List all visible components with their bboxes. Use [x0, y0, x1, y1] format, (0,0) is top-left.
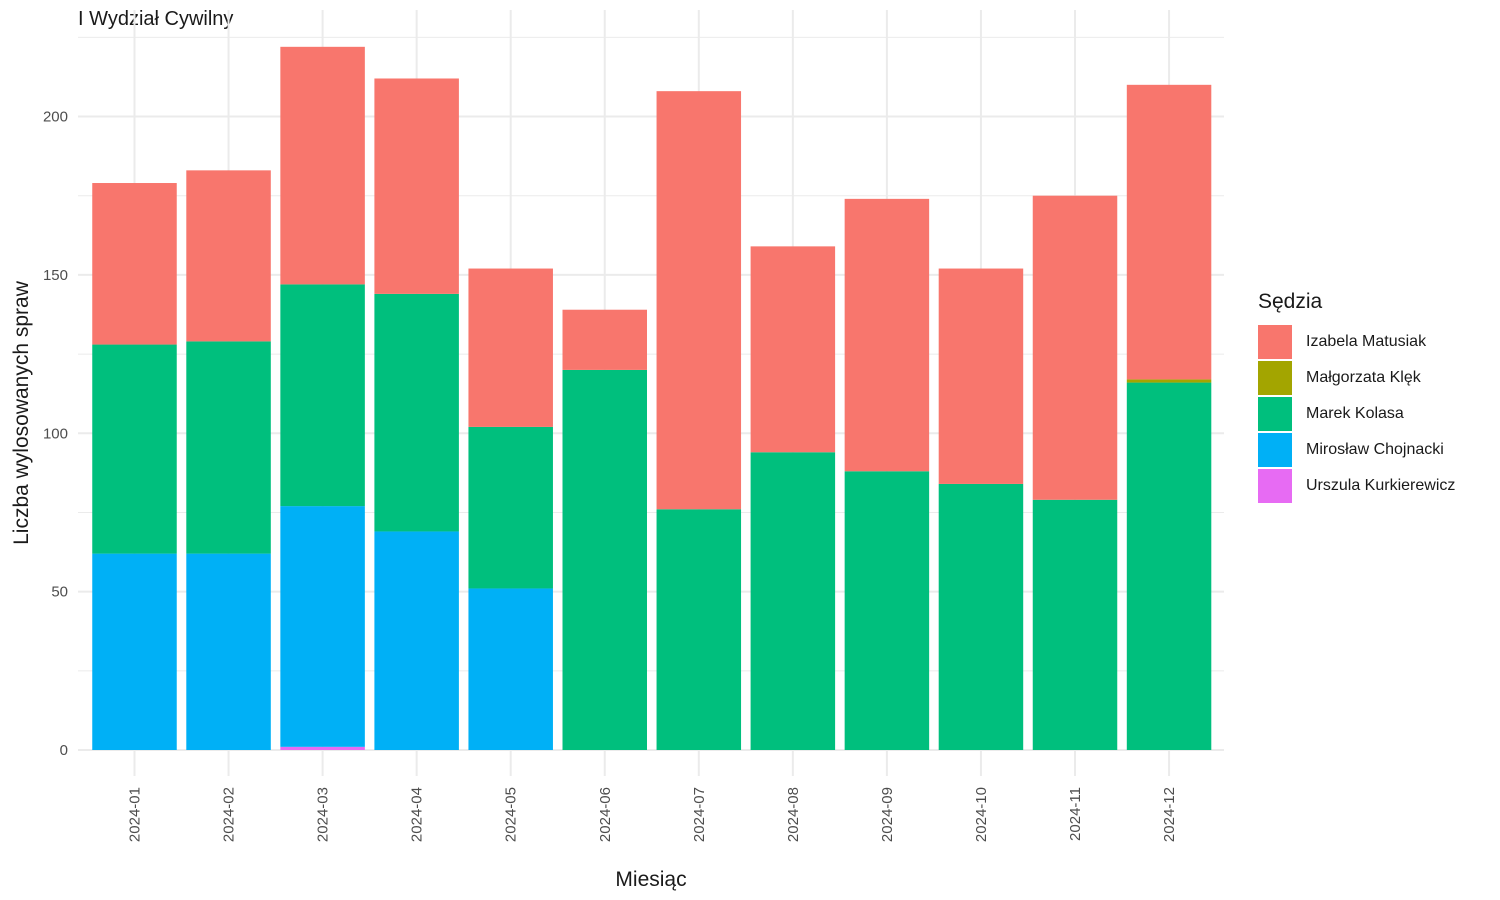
bar-segment: [1126, 382, 1212, 750]
legend-item: Małgorzata Klęk: [1258, 360, 1455, 396]
bar-segment: [656, 91, 742, 510]
bar-segment: [1126, 379, 1212, 383]
bar-segment: [468, 588, 553, 750]
y-tick-labels: 0 50 100 150 200: [43, 109, 68, 760]
bar-segment: [186, 553, 271, 750]
y-tick-label: 150: [43, 267, 68, 284]
legend-key: [1258, 325, 1292, 359]
bar-segment: [374, 293, 459, 532]
y-tick-label: 0: [60, 742, 68, 759]
legend-label: Izabela Matusiak: [1306, 333, 1427, 350]
x-tick-label: 2024-08: [785, 787, 802, 842]
bar-segment: [280, 284, 365, 507]
x-tick-label: 2024-10: [973, 787, 990, 842]
bar-segment: [656, 509, 742, 750]
bar-segment: [1032, 195, 1118, 500]
bar-segment: [92, 344, 177, 554]
x-tick-labels: 2024-01 2024-02 2024-03 2024-04 2024-05 2024-…: [127, 787, 1179, 842]
bar-segment: [374, 78, 459, 294]
bar-segment: [562, 369, 647, 750]
legend: Sędzia Izabela Matusiak Małgorzata Klęk Ma…: [1258, 290, 1455, 504]
legend-item: Marek Kolasa: [1258, 396, 1455, 432]
x-tick-label: 2024-04: [409, 787, 426, 842]
bar-segment: [750, 246, 836, 453]
legend-key: [1258, 433, 1292, 467]
bar-segment: [562, 309, 647, 370]
bar-segment: [280, 506, 365, 747]
y-axis-label: Liczba wylosowanych spraw: [10, 280, 33, 545]
legend-label: Małgorzata Klęk: [1306, 369, 1421, 386]
x-tick-label: 2024-12: [1161, 787, 1178, 842]
bar-segment: [468, 426, 553, 589]
x-tick-label: 2024-11: [1067, 787, 1084, 841]
bar-segment: [280, 46, 365, 285]
legend-key: [1258, 397, 1292, 431]
x-tick-label: 2024-06: [597, 787, 614, 842]
bars: [92, 46, 1212, 750]
bar-segment: [750, 452, 836, 750]
bar-segment: [92, 183, 177, 345]
bar-segment: [844, 198, 930, 472]
legend-item: Mirosław Chojnacki: [1258, 432, 1455, 468]
legend-item: Izabela Matusiak: [1258, 324, 1455, 360]
x-axis-label: Miesiąc: [615, 868, 686, 891]
bar-segment: [1032, 499, 1118, 750]
bar-segment: [92, 553, 177, 750]
x-tick-label: 2024-05: [503, 787, 520, 842]
bar-segment: [1126, 84, 1212, 380]
y-tick-label: 100: [43, 425, 68, 442]
bar-segment: [844, 471, 930, 750]
bar-segment: [468, 268, 553, 427]
y-tick-label: 200: [43, 109, 68, 126]
legend-item: Urszula Kurkierewicz: [1258, 468, 1455, 504]
legend-label: Mirosław Chojnacki: [1306, 441, 1444, 458]
facet-title: I Wydział Cywilny: [78, 8, 234, 30]
legend-label: Urszula Kurkierewicz: [1306, 477, 1456, 494]
x-tick-label: 2024-01: [127, 787, 144, 842]
x-tick-label: 2024-03: [315, 787, 332, 842]
bar-segment: [374, 531, 459, 750]
bar-segment: [186, 341, 271, 554]
bar-segment: [186, 170, 271, 342]
x-tick-label: 2024-02: [221, 787, 238, 842]
legend-key: [1258, 469, 1292, 503]
y-tick-label: 50: [51, 584, 68, 601]
bar-segment: [938, 483, 1024, 750]
bar-segment: [938, 268, 1024, 484]
legend-label: Marek Kolasa: [1306, 405, 1404, 422]
legend-items: Izabela Matusiak Małgorzata Klęk Marek Kol…: [1258, 324, 1455, 504]
x-tick-label: 2024-09: [879, 787, 896, 842]
x-tick-label: 2024-07: [691, 787, 708, 842]
bar-segment: [280, 746, 365, 750]
legend-key: [1258, 361, 1292, 395]
legend-title: Sędzia: [1258, 290, 1323, 313]
